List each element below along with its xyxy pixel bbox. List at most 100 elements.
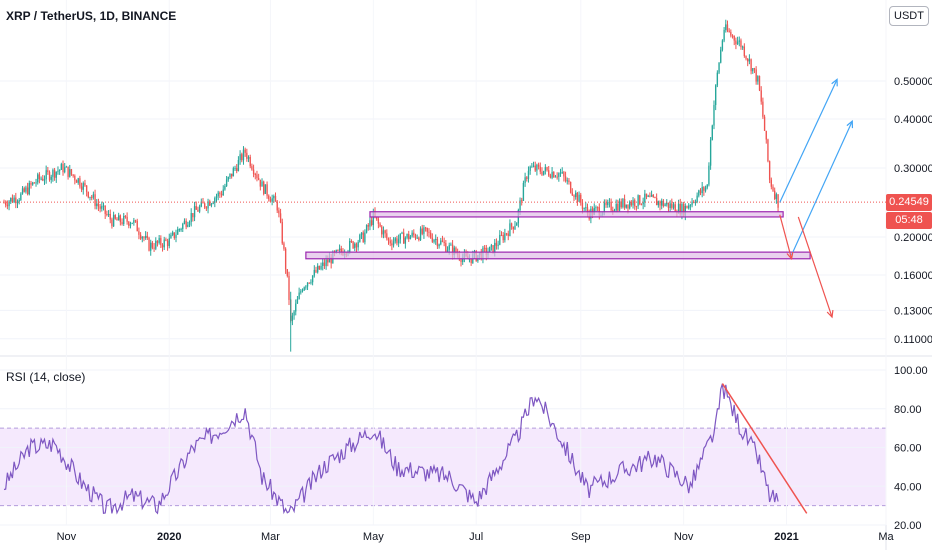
candle-body bbox=[327, 259, 329, 263]
candle-body bbox=[507, 233, 509, 236]
candle-body bbox=[369, 220, 371, 227]
candle-body bbox=[392, 241, 395, 246]
candle-body bbox=[158, 238, 160, 243]
candle-body bbox=[28, 182, 30, 195]
candle-body bbox=[300, 291, 302, 293]
candle-body bbox=[559, 172, 562, 174]
candle-body bbox=[617, 203, 619, 211]
rsi-tick-label: 40.00 bbox=[894, 481, 922, 493]
candle-body bbox=[328, 257, 331, 263]
candle-body bbox=[185, 220, 187, 227]
candle-body bbox=[198, 206, 201, 212]
candle-body bbox=[367, 225, 369, 227]
candle-body bbox=[23, 188, 25, 192]
candle-body bbox=[236, 168, 238, 172]
candle-body bbox=[581, 202, 584, 209]
candle-body bbox=[441, 240, 444, 242]
candle-body bbox=[429, 232, 432, 238]
candle-body bbox=[585, 207, 587, 209]
candle-body bbox=[156, 240, 159, 243]
candle-body bbox=[747, 58, 749, 62]
candle-body bbox=[269, 199, 272, 202]
candle-body bbox=[219, 192, 221, 194]
candle-body bbox=[261, 181, 263, 187]
candle-body bbox=[413, 232, 415, 235]
candle-body bbox=[494, 242, 496, 253]
candle-body bbox=[8, 201, 10, 207]
candle-body bbox=[318, 265, 321, 270]
candle-body bbox=[313, 269, 315, 276]
candle-body bbox=[276, 201, 278, 211]
candle-body bbox=[165, 239, 167, 241]
candle-body bbox=[394, 238, 396, 242]
candle-body bbox=[204, 203, 206, 208]
candle-body bbox=[645, 193, 648, 197]
candle-body bbox=[411, 232, 413, 237]
candle-body bbox=[109, 213, 111, 220]
candle-body bbox=[79, 178, 81, 187]
candle-body bbox=[293, 311, 295, 316]
candle-body bbox=[376, 217, 378, 220]
candle-body bbox=[143, 237, 145, 239]
candle-body bbox=[57, 170, 59, 172]
candle-body bbox=[116, 218, 118, 221]
candle-body bbox=[45, 170, 47, 180]
candle-body bbox=[178, 229, 181, 231]
candle-body bbox=[431, 237, 434, 242]
candle-body bbox=[401, 232, 403, 234]
candle-body bbox=[607, 202, 609, 205]
time-tick-label: Nov bbox=[57, 531, 77, 543]
candle-body bbox=[163, 239, 165, 248]
candle-body bbox=[433, 239, 435, 242]
price-tick-label: 0.11000 bbox=[894, 334, 932, 346]
time-tick-label: Jul bbox=[469, 531, 483, 543]
candle-body bbox=[526, 177, 528, 179]
time-tick-label: Nov bbox=[674, 531, 694, 543]
candle-body bbox=[118, 215, 120, 221]
candle-body bbox=[53, 169, 56, 178]
candle-body bbox=[531, 166, 533, 168]
candle-body bbox=[419, 228, 422, 241]
candle-body bbox=[229, 173, 231, 178]
candle-body bbox=[667, 202, 670, 209]
candle-body bbox=[575, 192, 577, 198]
bull-arrow-lower bbox=[791, 120, 853, 256]
candle-body bbox=[382, 230, 385, 235]
candle-body bbox=[387, 238, 390, 241]
time-tick-label: Ma bbox=[878, 531, 894, 543]
candle-body bbox=[352, 241, 354, 249]
candle-body bbox=[278, 210, 280, 214]
candle-body bbox=[330, 257, 332, 264]
candle-body bbox=[217, 192, 219, 197]
projection-arrows bbox=[779, 78, 854, 319]
candle-body bbox=[414, 234, 417, 239]
candle-body bbox=[736, 41, 739, 45]
candle-body bbox=[424, 227, 427, 229]
candle-body bbox=[298, 292, 300, 300]
candle-body bbox=[254, 174, 256, 176]
candle-body bbox=[323, 262, 326, 267]
candle-body bbox=[539, 166, 541, 172]
candle-body bbox=[731, 35, 734, 37]
candle-body bbox=[268, 195, 270, 200]
candle-body bbox=[227, 177, 229, 180]
candle-body bbox=[11, 197, 14, 203]
candle-body bbox=[69, 169, 71, 177]
candle-body bbox=[232, 168, 235, 177]
candle-body bbox=[148, 237, 150, 251]
support-zone bbox=[369, 211, 784, 218]
candle-body bbox=[295, 303, 297, 312]
candle-body bbox=[659, 201, 661, 206]
time-tick-label: Mar bbox=[261, 531, 280, 543]
candle-body bbox=[650, 194, 653, 197]
candle-body bbox=[35, 182, 37, 184]
candlestick-series bbox=[0, 19, 886, 352]
currency-button[interactable]: USDT bbox=[889, 6, 929, 26]
candle-body bbox=[721, 40, 724, 50]
candle-body bbox=[372, 211, 375, 225]
candle-body bbox=[595, 207, 597, 209]
candle-body bbox=[416, 237, 418, 239]
candle-body bbox=[247, 156, 250, 159]
